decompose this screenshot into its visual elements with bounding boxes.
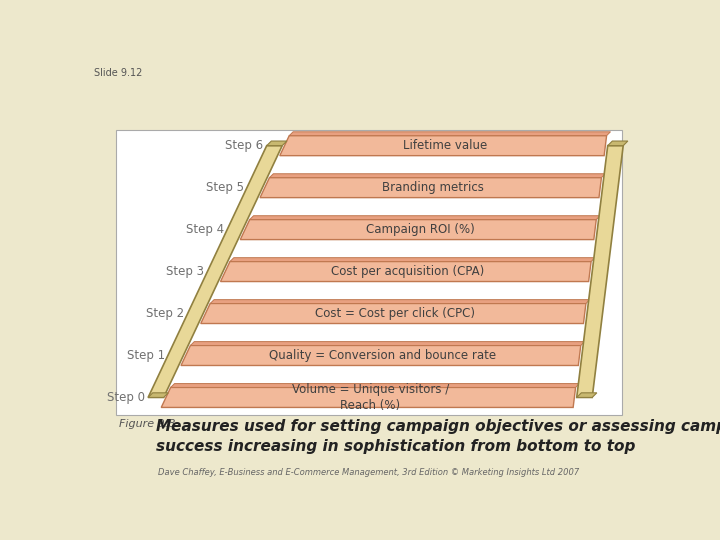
Polygon shape [161,387,575,408]
Text: Dave Chaffey, E-Business and E-Commerce Management, 3rd Edition © Marketing Insi: Dave Chaffey, E-Business and E-Commerce … [158,468,580,477]
Polygon shape [181,346,581,366]
Text: Step 3: Step 3 [166,265,204,278]
Text: Campaign ROI (%): Campaign ROI (%) [366,223,474,236]
Bar [116,130,622,415]
Text: Cost per acquisition (CPA): Cost per acquisition (CPA) [331,265,484,278]
Text: Branding metrics: Branding metrics [382,181,483,194]
Polygon shape [280,136,607,156]
Text: Step 6: Step 6 [225,139,264,152]
Text: Cost = Cost per click (CPC): Cost = Cost per click (CPC) [315,307,475,320]
Polygon shape [230,258,595,261]
Polygon shape [190,342,585,346]
Text: Step 4: Step 4 [186,223,224,236]
Polygon shape [148,393,168,397]
Text: Measures used for setting campaign objectives or assessing campaign
success incr: Measures used for setting campaign objec… [156,419,720,454]
Polygon shape [269,174,606,178]
Polygon shape [577,146,624,397]
Text: Slide 9.12: Slide 9.12 [94,68,143,78]
Polygon shape [148,146,282,397]
Text: Step 1: Step 1 [127,349,165,362]
Polygon shape [250,215,600,220]
Polygon shape [289,132,611,136]
Polygon shape [201,303,586,323]
Polygon shape [171,383,580,387]
Text: Step 5: Step 5 [206,181,244,194]
Text: Figure 9.8: Figure 9.8 [119,419,175,429]
Text: Quality = Conversion and bounce rate: Quality = Conversion and bounce rate [269,349,496,362]
Polygon shape [240,220,596,240]
Text: Volume = Unique visitors /
Reach (%): Volume = Unique visitors / Reach (%) [292,383,449,412]
Text: Lifetime value: Lifetime value [402,139,487,152]
Text: Step 0: Step 0 [107,391,145,404]
Text: Step 2: Step 2 [146,307,184,320]
Polygon shape [260,178,601,198]
Polygon shape [577,393,597,397]
Polygon shape [608,141,628,146]
Polygon shape [266,141,287,146]
Polygon shape [220,261,591,281]
Polygon shape [210,300,590,303]
